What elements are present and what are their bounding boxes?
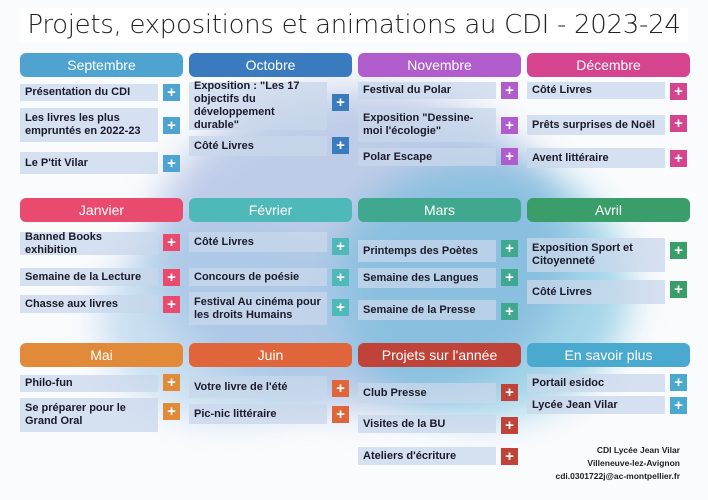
event-item[interactable]: Exposition : "Les 17 objectifs du dévelo… xyxy=(189,80,327,131)
plus-icon[interactable]: + xyxy=(332,380,349,397)
event-item[interactable]: Chasse aux livres xyxy=(20,295,158,313)
month-header: Novembre xyxy=(358,53,521,77)
plus-icon[interactable]: + xyxy=(163,269,180,286)
plus-icon[interactable]: + xyxy=(670,281,687,298)
event-item[interactable]: Côté Livres xyxy=(527,82,665,99)
event-item[interactable]: Exposition Sport et Citoyenneté xyxy=(527,238,665,272)
event-item[interactable]: Semaine des Langues xyxy=(358,268,496,288)
month-header: Mars xyxy=(358,198,521,222)
plus-icon[interactable]: + xyxy=(332,94,349,111)
event-item[interactable]: Club Presse xyxy=(358,383,496,403)
event-item[interactable]: Banned Books exhibition xyxy=(20,231,158,256)
footer-school: CDI Lycée Jean Vilar xyxy=(596,445,680,455)
event-item[interactable]: Philo-fun xyxy=(20,375,158,392)
plus-icon[interactable]: + xyxy=(501,117,518,134)
event-item[interactable]: Festival du Polar xyxy=(358,82,496,99)
plus-icon[interactable]: + xyxy=(670,115,687,132)
plus-icon[interactable]: + xyxy=(501,417,518,434)
plus-icon[interactable]: + xyxy=(501,269,518,286)
event-item[interactable]: Printemps des Poètes xyxy=(358,240,496,262)
event-item[interactable]: Prêts surprises de Noël xyxy=(527,115,665,135)
plus-icon[interactable]: + xyxy=(670,242,687,259)
plus-icon[interactable]: + xyxy=(163,296,180,313)
plus-icon[interactable]: + xyxy=(163,155,180,172)
event-item[interactable]: Lycée Jean Vilar xyxy=(527,396,665,414)
plus-icon[interactable]: + xyxy=(501,148,518,165)
event-item[interactable]: Les livres les plus empruntés en 2022-23 xyxy=(20,108,158,142)
event-item[interactable]: Concours de poésie xyxy=(189,268,327,286)
event-item[interactable]: Festival Au cinéma pour les droits Humai… xyxy=(189,292,327,325)
plus-icon[interactable]: + xyxy=(332,269,349,286)
plus-icon[interactable]: + xyxy=(163,234,180,251)
plus-icon[interactable]: + xyxy=(163,403,180,420)
plus-icon[interactable]: + xyxy=(163,117,180,134)
event-item[interactable]: Visites de la BU xyxy=(358,415,496,433)
plus-icon[interactable]: + xyxy=(670,374,687,391)
plus-icon[interactable]: + xyxy=(332,299,349,316)
footer-town: Villeneuve-lez-Avignon xyxy=(587,458,680,468)
event-item[interactable]: Exposition "Dessine-moi l'écologie" xyxy=(358,108,496,142)
plus-icon[interactable]: + xyxy=(332,406,349,423)
month-header: Projets sur l'année xyxy=(358,343,521,367)
event-item[interactable]: Avent littéraire xyxy=(527,148,665,168)
plus-icon[interactable]: + xyxy=(163,84,180,101)
plus-icon[interactable]: + xyxy=(163,374,180,391)
plus-icon[interactable]: + xyxy=(501,384,518,401)
plus-icon[interactable]: + xyxy=(332,137,349,154)
event-item[interactable]: Présentation du CDI xyxy=(20,84,158,101)
event-item[interactable]: Ateliers d'écriture xyxy=(358,447,496,465)
page-title: Projets, expositions et animations au CD… xyxy=(20,8,688,42)
month-header: Octobre xyxy=(189,53,352,77)
month-header: Juin xyxy=(189,343,352,367)
event-item[interactable]: Polar Escape xyxy=(358,148,496,166)
month-header: Avril xyxy=(527,198,690,222)
month-header: Mai xyxy=(20,343,183,367)
footer-email[interactable]: cdi.0301722j@ac-montpellier.fr xyxy=(555,471,680,481)
event-item[interactable]: Le P'tit Vilar xyxy=(20,152,158,174)
event-item[interactable]: Semaine de la Presse xyxy=(358,300,496,320)
month-header: Janvier xyxy=(20,198,183,222)
event-item[interactable]: Côté Livres xyxy=(189,232,327,252)
event-item[interactable]: Votre livre de l'été xyxy=(189,376,327,398)
plus-icon[interactable]: + xyxy=(670,83,687,100)
plus-icon[interactable]: + xyxy=(670,150,687,167)
month-header: Décembre xyxy=(527,53,690,77)
plus-icon[interactable]: + xyxy=(501,303,518,320)
event-item[interactable]: Côté Livres xyxy=(189,136,327,156)
event-item[interactable]: Pic-nic littéraire xyxy=(189,404,327,424)
event-item[interactable]: Se préparer pour le Grand Oral xyxy=(20,398,158,432)
plus-icon[interactable]: + xyxy=(501,448,518,465)
plus-icon[interactable]: + xyxy=(332,238,349,255)
month-header: Février xyxy=(189,198,352,222)
contact-info: CDI Lycée Jean Vilar Villeneuve-lez-Avig… xyxy=(555,444,680,483)
event-item[interactable]: Semaine de la Lecture xyxy=(20,268,158,286)
event-item[interactable]: Portail esidoc xyxy=(527,374,665,392)
month-header: Septembre xyxy=(20,53,183,77)
month-header: En savoir plus xyxy=(527,343,690,367)
plus-icon[interactable]: + xyxy=(670,397,687,414)
event-item[interactable]: Côté Livres xyxy=(527,280,665,304)
plus-icon[interactable]: + xyxy=(501,82,518,99)
plus-icon[interactable]: + xyxy=(501,240,518,257)
